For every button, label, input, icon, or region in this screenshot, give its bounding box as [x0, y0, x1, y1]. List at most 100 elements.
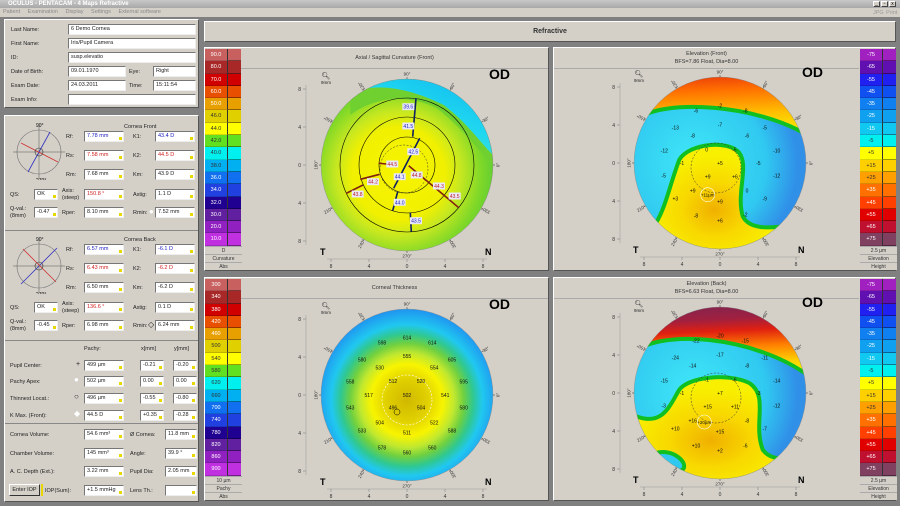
- scale-cell: 46.0: [205, 110, 242, 123]
- zoom-button[interactable]: 🔍︎ 9mm: [321, 303, 331, 315]
- scale-type[interactable]: Pachy: [205, 483, 242, 492]
- lens-thickness-field[interactable]: [165, 485, 197, 496]
- scale-step[interactable]: 2.5 µm: [860, 245, 897, 254]
- menu-examination[interactable]: Examination: [27, 9, 58, 15]
- scale-mode[interactable]: Abs: [205, 261, 242, 270]
- eye-field[interactable]: Right: [153, 66, 196, 77]
- pachy-apex-y-field[interactable]: 0.00: [173, 376, 197, 387]
- zoom-button[interactable]: 🔍︎ 9mm: [634, 301, 644, 313]
- dob-field[interactable]: 09.01.1970: [68, 66, 126, 77]
- scale-cell: 90.0: [205, 49, 242, 62]
- scale-type[interactable]: Elevation: [860, 483, 897, 492]
- cornea-dia-field[interactable]: 11.8 mm: [165, 429, 197, 440]
- elevation-front-map-panel[interactable]: Elevation (Front) BFS=7.86 Float, Dia=8.…: [553, 47, 897, 271]
- front-rf-field[interactable]: 7.78 mm: [84, 131, 124, 142]
- front-rm-field[interactable]: 7.68 mm: [84, 169, 124, 180]
- scale-mode[interactable]: Height: [860, 491, 897, 500]
- pupil-center-pachy-field[interactable]: 499 µm: [84, 360, 124, 371]
- zoom-button[interactable]: 🔍︎ 9mm: [321, 73, 331, 85]
- flat-value: 43.5: [450, 194, 460, 200]
- back-axis-field[interactable]: 136.6 °: [84, 302, 124, 313]
- restore-button[interactable]: ▫: [881, 1, 888, 7]
- flat-meridian: [345, 184, 364, 195]
- divider: [241, 68, 548, 69]
- exam-info-field[interactable]: [68, 94, 196, 105]
- scale-step[interactable]: 2.5 µm: [860, 475, 897, 484]
- thickness-map-panel[interactable]: Corneal Thickness 300 340 380 420 460 500 540 5…: [204, 277, 549, 501]
- jpg-button[interactable]: JPG: [873, 10, 884, 16]
- flat-meridian: [408, 165, 445, 196]
- time-field[interactable]: 15:11:54: [153, 80, 196, 91]
- scale-mode[interactable]: Abs: [205, 491, 242, 500]
- curvature-map-panel[interactable]: Axial / Sagittal Curvature (Front) 90.0 8…: [204, 47, 549, 271]
- front-km-field[interactable]: 43.9 D: [155, 169, 195, 180]
- back-km-field[interactable]: -6.2 D: [155, 282, 195, 293]
- back-qval-field[interactable]: -0.45: [34, 320, 58, 331]
- angle-field[interactable]: 39.9 °: [165, 448, 197, 459]
- iop-field[interactable]: +1.5 mmHg: [84, 485, 124, 496]
- menu-display[interactable]: Display: [65, 9, 84, 15]
- minimize-button[interactable]: _: [873, 1, 880, 7]
- pupil-circle: [381, 374, 433, 426]
- pupil-center-y-field[interactable]: -0.20: [173, 360, 197, 371]
- enter-iop-button[interactable]: Enter IOP: [9, 484, 40, 496]
- thinnest-pachy-field[interactable]: 496 µm: [84, 393, 124, 404]
- zoom-button[interactable]: 🔍︎ 9mm: [634, 71, 644, 83]
- front-qval-field[interactable]: -0.47: [34, 207, 58, 218]
- back-qs-field[interactable]: OK: [34, 302, 58, 313]
- back-k1-field[interactable]: -6.1 D: [155, 244, 195, 255]
- scale-type[interactable]: Curvature: [205, 253, 242, 262]
- front-qs-field[interactable]: OK: [34, 189, 58, 200]
- front-rmin-field[interactable]: 7.52 mm: [155, 207, 195, 218]
- time-label: Time:: [129, 83, 143, 89]
- front-rs-field[interactable]: 7.58 mm: [84, 150, 124, 161]
- thinnest-y-field[interactable]: -0.80: [173, 393, 197, 404]
- value-bg: [410, 217, 422, 225]
- scale-type[interactable]: Elevation: [860, 253, 897, 262]
- front-astig-field[interactable]: 1.1 D: [155, 189, 195, 200]
- exam-date-field[interactable]: 24.03.2011: [68, 80, 126, 91]
- elevation-value: -12: [773, 403, 780, 409]
- front-k2-field[interactable]: 44.5 D: [155, 150, 195, 161]
- ac-depth-field[interactable]: 3.22 mm: [84, 466, 124, 477]
- print-button[interactable]: Print: [886, 10, 898, 16]
- kmax-y-field[interactable]: -0.28: [173, 410, 197, 421]
- scale-mode[interactable]: Height: [860, 261, 897, 270]
- color-scale-elevation_back[interactable]: -75 -65 -55 -45 -35 -25 -15 -5 +5 +15 +25 +35 +45 +55…: [860, 279, 897, 500]
- kmax-pachy-field[interactable]: 44.5 D: [84, 410, 124, 421]
- pachy-apex-x-field[interactable]: 0.00: [140, 376, 164, 387]
- color-scale-elevation_front[interactable]: -75 -65 -55 -45 -35 -25 -15 -5 +5 +15 +25 +35 +45 +55…: [860, 49, 897, 270]
- menu-patient[interactable]: Patient: [3, 9, 21, 15]
- last-name-field[interactable]: 6 Demo Cornea: [68, 24, 196, 35]
- menu-external-software[interactable]: External software: [118, 9, 161, 15]
- chamber-volume-field[interactable]: 145 mm³: [84, 448, 124, 459]
- front-k1-field[interactable]: 43.4 D: [155, 131, 195, 142]
- pupil-center-x-field[interactable]: -0.21: [140, 360, 164, 371]
- thinnest-x-field[interactable]: -0.55: [140, 393, 164, 404]
- cornea-volume-field[interactable]: 54.6 mm³: [84, 429, 124, 440]
- back-astig-field[interactable]: 0.1 D: [155, 302, 195, 313]
- id-field[interactable]: susp.elevatio: [68, 52, 196, 63]
- color-scale-pachy[interactable]: 300 340 380 420 460 500 540 580 620 660 700 740 780 8…: [205, 279, 242, 500]
- front-axis-field[interactable]: 150.8 °: [84, 189, 124, 200]
- front-rper-field[interactable]: 8.10 mm: [84, 207, 124, 218]
- menu-settings[interactable]: Settings: [91, 9, 111, 15]
- back-rs-field[interactable]: 6.43 mm: [84, 263, 124, 274]
- pachy-apex-pachy-field[interactable]: 502 µm: [84, 376, 124, 387]
- elevation-back-map-panel[interactable]: Elevation (Back) BFS=6.63 Float, Dia=8.0…: [553, 277, 897, 501]
- flat-value: 44.5: [387, 162, 397, 168]
- kmax-x-field[interactable]: +0.35: [140, 410, 164, 421]
- scale-step[interactable]: D: [205, 245, 242, 254]
- scale-step[interactable]: 10 µm: [205, 475, 242, 484]
- scale-value: +75: [860, 233, 882, 246]
- close-button[interactable]: x: [889, 1, 896, 7]
- back-rmin-field[interactable]: 6.24 mm: [155, 320, 195, 331]
- first-name-field[interactable]: Iris/Pupil Camera: [68, 38, 196, 49]
- back-k2-field[interactable]: -6.2 D: [155, 263, 195, 274]
- pupil-dia-field[interactable]: 2.05 mm: [165, 466, 197, 477]
- back-rf-field[interactable]: 6.57 mm: [84, 244, 124, 255]
- color-scale-curvature[interactable]: 90.0 80.0 70.0 60.0 50.0 46.0 44.0 42.0 40.0 38.0…: [205, 49, 242, 270]
- scale-value: +5: [860, 147, 882, 160]
- back-rper-field[interactable]: 6.98 mm: [84, 320, 124, 331]
- back-rm-field[interactable]: 6.50 mm: [84, 282, 124, 293]
